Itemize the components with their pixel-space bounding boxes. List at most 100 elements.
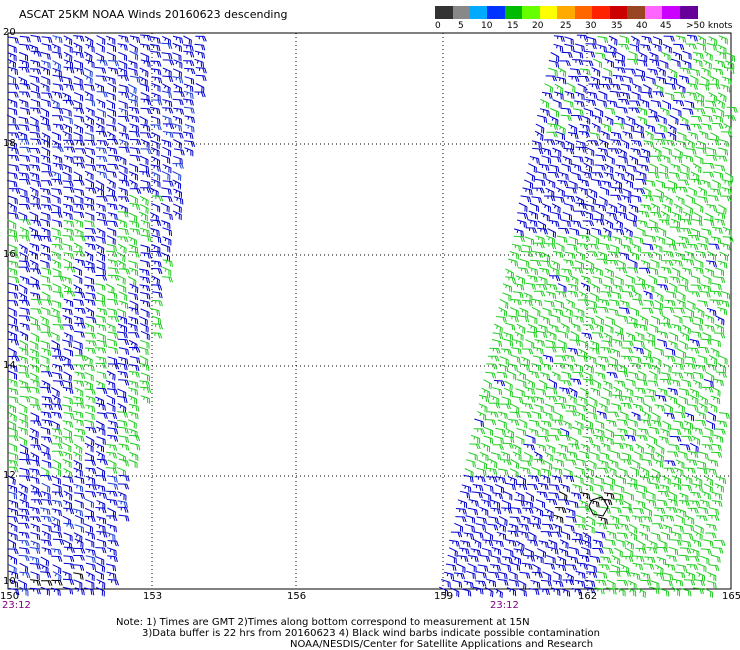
wind-barb [682,324,691,335]
wind-barb [569,68,581,76]
wind-barb [635,178,647,185]
wind-barb [548,324,559,333]
wind-barb [671,372,684,379]
wind-barb [183,44,194,52]
wind-barb [579,123,590,132]
wind-barb [667,395,678,405]
wind-barb [710,554,721,563]
wind-barb [575,202,587,210]
wind-barb [51,188,63,195]
wind-barb [672,259,683,267]
wind-barb [63,348,74,357]
wind-barb [19,331,29,341]
wind-barb [139,380,151,388]
wind-barb [572,155,584,163]
wind-barb [63,396,73,405]
wind-barb [546,386,558,395]
wind-barb [96,538,107,548]
wind-barb [548,219,560,228]
wind-barb [690,178,702,186]
wind-barb [710,395,721,405]
wind-barb [711,443,722,451]
wind-barb [7,475,16,486]
wind-barb [8,275,20,284]
wind-barb [617,314,629,323]
wind-barb [18,540,30,547]
wind-barb [630,148,641,156]
wind-barb [73,483,84,493]
wind-barb [532,355,543,364]
wind-barb [106,92,116,101]
wind-barb [40,66,50,76]
wind-barb [700,179,711,189]
wind-barb [74,514,84,525]
wind-barb [40,507,51,515]
wind-barb [162,123,175,130]
wind-barb [621,347,633,354]
wind-barb [563,147,575,155]
wind-barb [670,428,682,436]
wind-barb [545,396,558,402]
y-tick-label: 18 [3,138,16,149]
wind-barb [84,132,95,141]
wind-barb [50,99,60,109]
wind-barb [678,388,690,396]
wind-barb [85,187,97,194]
wind-barb [149,212,159,222]
wind-barb [602,284,613,293]
wind-barb [7,378,18,388]
wind-barb [714,540,726,547]
wind-barb [118,164,128,175]
wind-barb [640,148,651,158]
wind-barb [585,146,595,157]
x-tick-label: 156 [287,591,307,602]
wind-barb [95,507,107,514]
wind-barb [544,508,554,518]
wind-barb [704,427,714,437]
wind-barb [584,316,595,325]
wind-barb [73,171,83,182]
wind-barb [712,492,723,501]
wind-barb [680,228,692,235]
wind-barb [52,434,63,444]
wind-barb [555,291,567,298]
wind-barb [18,203,31,210]
wind-barb [455,508,467,515]
wind-barb [576,404,587,412]
wind-barb [554,139,565,148]
wind-barb [661,51,671,61]
wind-barb [107,267,119,274]
swath-time-right: 23:12 [490,600,519,611]
wind-barb [583,162,593,173]
wind-barb [570,220,582,228]
wind-barb [567,555,579,564]
wind-barb [482,492,492,502]
wind-barb [627,426,637,436]
wind-barb [591,122,601,133]
wind-barb [695,419,707,427]
wind-barb [609,571,621,577]
wind-barb [645,499,657,507]
wind-barb [556,76,567,85]
wind-barb [705,154,718,161]
wind-barb [183,90,194,100]
wind-barb [651,523,664,529]
wind-barb [677,131,687,142]
wind-barb [575,458,587,467]
wind-barb [19,340,29,351]
wind-barb [654,132,666,139]
wind-barb [106,35,116,45]
wind-barb [474,476,486,483]
wind-barb [555,187,565,197]
wind-barb [488,355,500,362]
wind-barb [161,187,172,195]
wind-barb [117,395,128,404]
wind-barb [610,291,622,300]
wind-barb [73,508,84,517]
colorbar [435,6,698,19]
wind-barb [613,122,625,130]
wind-barb [675,252,685,261]
wind-barb [490,507,502,515]
wind-barb [567,290,579,298]
wind-barb [583,587,596,594]
